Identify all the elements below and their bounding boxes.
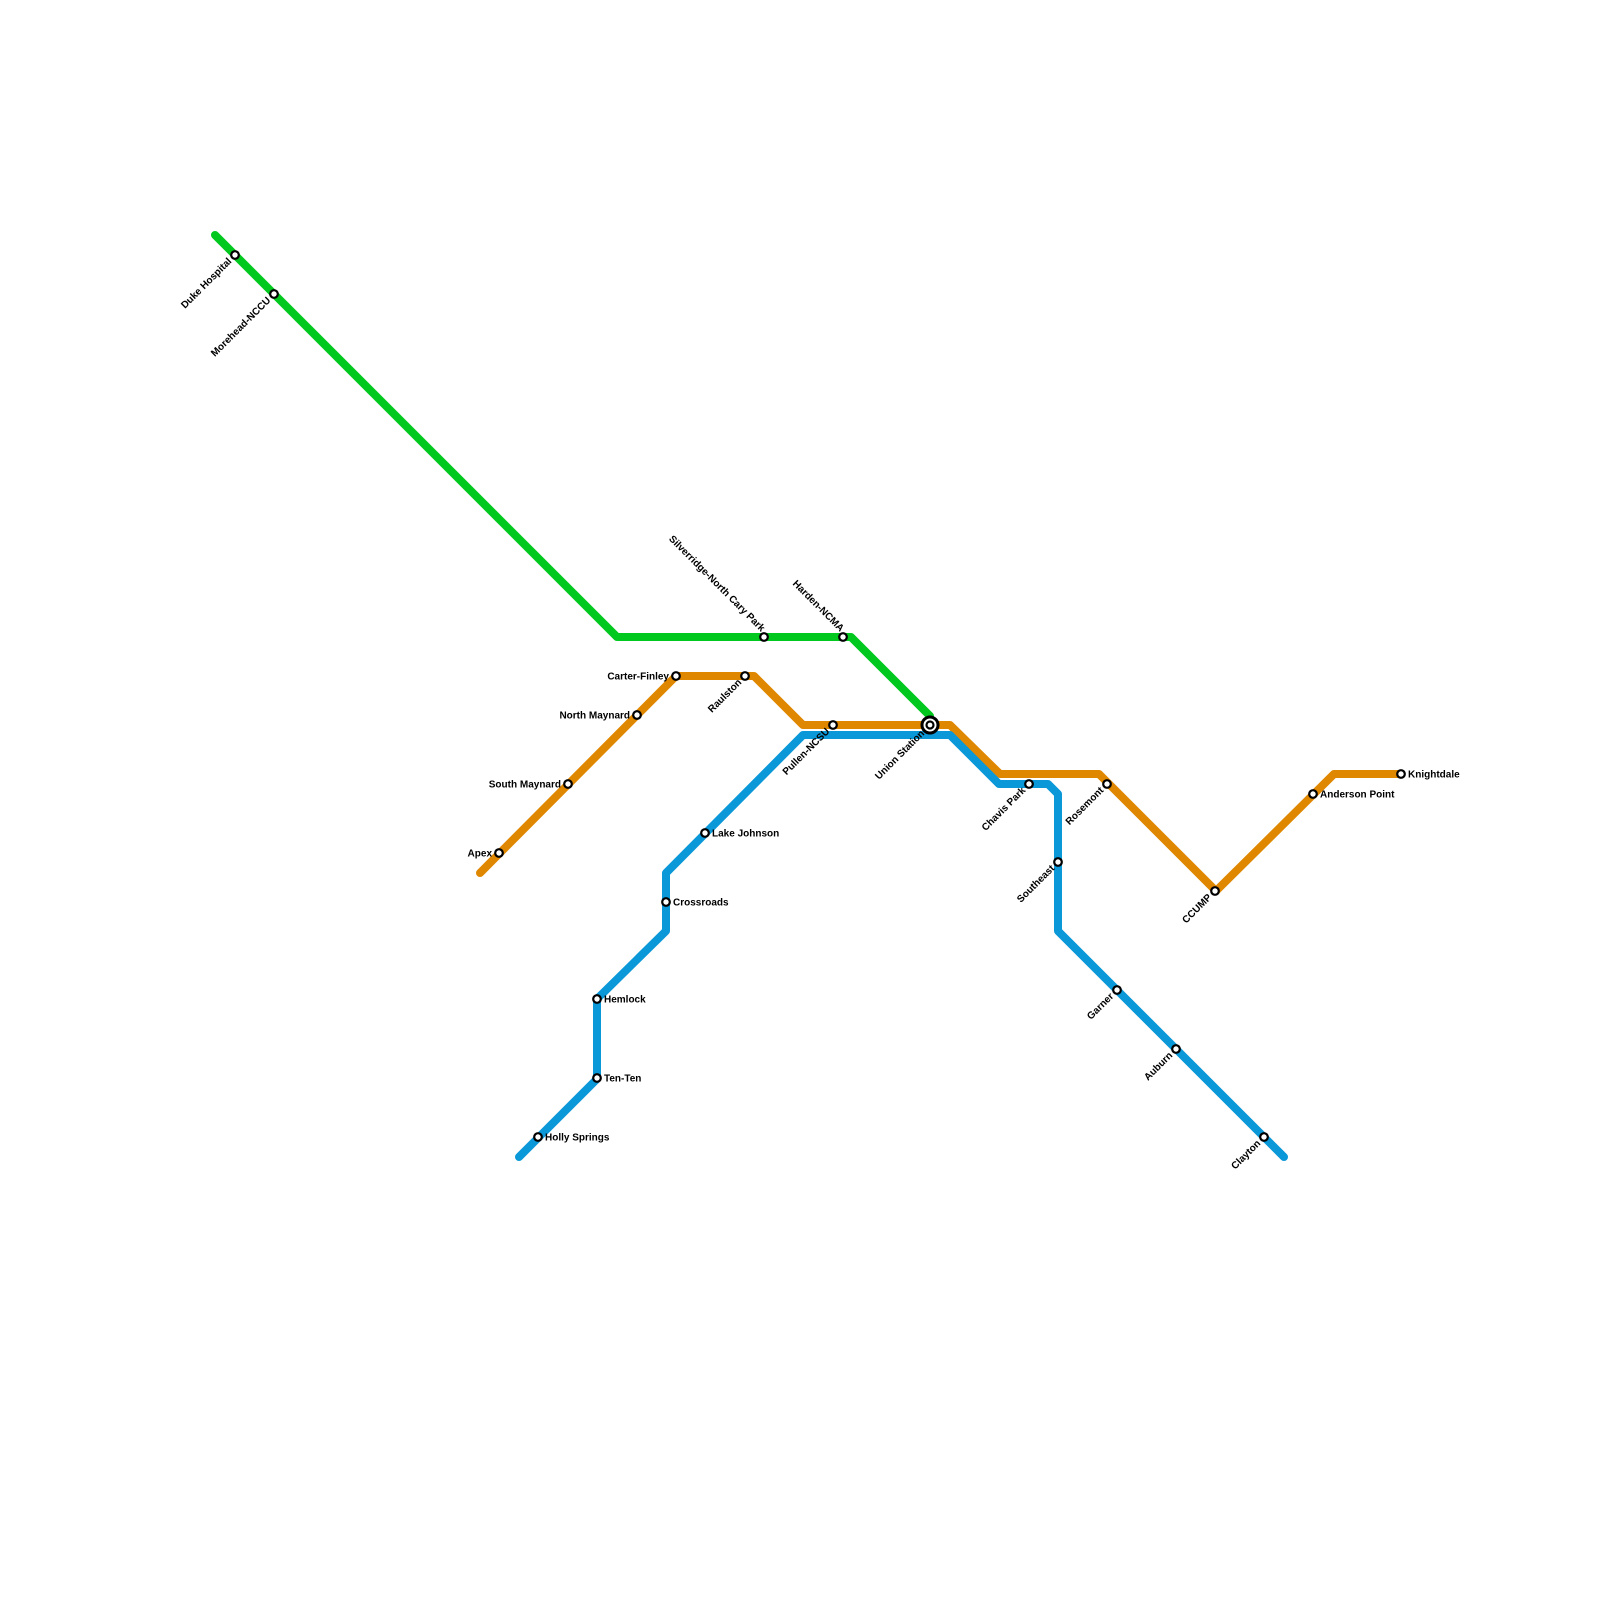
station-label: Auburn <box>1142 1050 1175 1083</box>
station-lake-johnson[interactable]: Lake Johnson <box>700 828 779 840</box>
station-marker <box>740 671 750 681</box>
station-label: Silverridge-North Cary Park <box>666 534 767 635</box>
station-harden-ncma[interactable]: Harden-NCMA <box>790 579 848 642</box>
station-marker <box>828 720 838 730</box>
station-marker <box>1171 1044 1181 1054</box>
station-marker <box>700 828 710 838</box>
station-label: Knightdale <box>1408 770 1460 781</box>
station-marker <box>269 289 279 299</box>
station-rosemont[interactable]: Rosemont <box>1064 779 1112 828</box>
station-marker <box>230 250 240 260</box>
orange-line <box>476 672 1405 895</box>
station-duke-hospital[interactable]: Duke Hospital <box>179 250 240 311</box>
station-marker <box>661 897 671 907</box>
station-label: Lake Johnson <box>712 829 779 840</box>
station-label: Anderson Point <box>1320 790 1395 801</box>
station-marker <box>1024 779 1034 789</box>
station-auburn[interactable]: Auburn <box>1142 1044 1181 1083</box>
station-label: Chavis Park <box>980 785 1029 834</box>
station-label: Morehead-NCCU <box>209 295 273 359</box>
station-label: Holly Springs <box>545 1133 610 1144</box>
station-ten-ten[interactable]: Ten-Ten <box>592 1073 641 1085</box>
station-morehead-nccu[interactable]: Morehead-NCCU <box>209 289 279 359</box>
station-label: CCUMP <box>1181 892 1215 926</box>
station-label: Ten-Ten <box>604 1074 641 1085</box>
station-label: Harden-NCMA <box>790 579 846 635</box>
station-knightdale[interactable]: Knightdale <box>1396 769 1460 781</box>
station-apex[interactable]: Apex <box>468 848 504 860</box>
station-chavis-park[interactable]: Chavis Park <box>980 779 1034 834</box>
station-marker <box>592 1073 602 1083</box>
station-label: Apex <box>468 849 493 860</box>
station-silverridge-north-cary-park[interactable]: Silverridge-North Cary Park <box>666 534 769 642</box>
station-marker <box>494 848 504 858</box>
station-marker <box>563 779 573 789</box>
station-clayton[interactable]: Clayton <box>1230 1132 1269 1172</box>
station-label: Duke Hospital <box>179 256 234 311</box>
station-marker <box>925 720 935 730</box>
station-ccump[interactable]: CCUMP <box>1181 886 1220 926</box>
station-marker <box>1308 789 1318 799</box>
station-label: Carter-Finley <box>607 672 669 683</box>
station-south-maynard[interactable]: South Maynard <box>489 779 573 791</box>
station-garner[interactable]: Garner <box>1085 985 1122 1022</box>
station-marker <box>592 994 602 1004</box>
station-marker <box>838 632 848 642</box>
station-carter-finley[interactable]: Carter-Finley <box>607 671 681 683</box>
station-anderson-point[interactable]: Anderson Point <box>1308 789 1395 801</box>
station-marker <box>671 671 681 681</box>
station-marker <box>1102 779 1112 789</box>
station-label: North Maynard <box>559 711 630 722</box>
station-marker <box>1053 857 1063 867</box>
station-marker <box>1112 985 1122 995</box>
station-hemlock[interactable]: Hemlock <box>592 994 646 1006</box>
station-label: Raulston <box>706 677 744 715</box>
station-label: Garner <box>1085 991 1116 1022</box>
station-label: Hemlock <box>604 995 646 1006</box>
station-label: South Maynard <box>489 780 561 791</box>
station-label: Clayton <box>1230 1138 1264 1172</box>
station-crossroads[interactable]: Crossroads <box>661 897 729 909</box>
station-label: Southeast <box>1015 863 1057 905</box>
lines-layer <box>211 231 1405 1161</box>
station-marker <box>1210 886 1220 896</box>
station-marker <box>1259 1132 1269 1142</box>
station-north-maynard[interactable]: North Maynard <box>559 710 642 722</box>
station-marker <box>632 710 642 720</box>
station-label: Crossroads <box>673 898 729 909</box>
blue-line <box>515 731 1288 1161</box>
station-marker <box>1396 769 1406 779</box>
green-line <box>211 231 934 720</box>
station-holly-springs[interactable]: Holly Springs <box>533 1132 610 1144</box>
station-label: Rosemont <box>1064 785 1107 828</box>
station-marker <box>533 1132 543 1142</box>
station-marker <box>759 632 769 642</box>
